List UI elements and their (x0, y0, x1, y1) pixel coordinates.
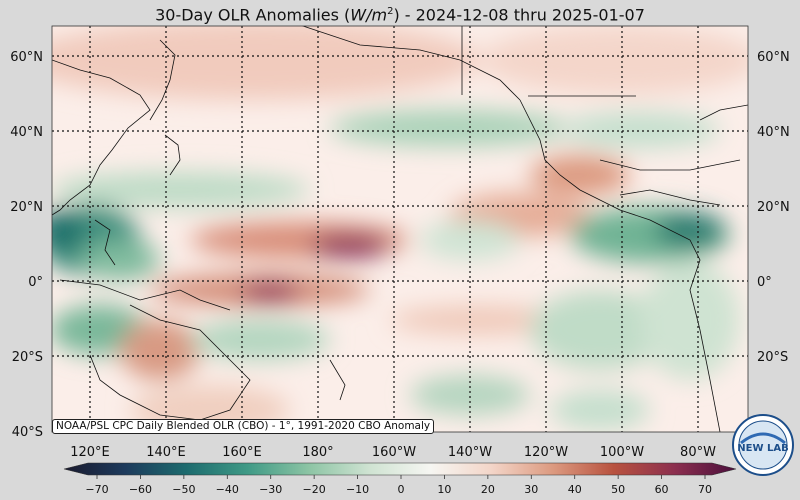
lon-label: 120°E (70, 445, 110, 460)
title-prefix: 30-Day OLR Anomalies ( (155, 5, 351, 25)
colorbar-tick-label: 70 (698, 483, 712, 496)
colorbar: −70 −60 −50 −40 −30 −20 −10 0 10 20 30 40 50 60 70 (63, 462, 737, 496)
colorbar-tick-label: −40 (216, 483, 239, 496)
colorbar-tick-label: −60 (129, 483, 152, 496)
data-source-note: NOAA/PSL CPC Daily Blended OLR (CBO) - 1… (52, 419, 435, 434)
coastlines (52, 26, 748, 432)
lon-labels: 120°E 140°E 160°E 180° 160°W 140°W 120°W 100°W 8… (70, 445, 716, 460)
lon-label: 160°W (372, 445, 416, 460)
colorbar-bar (63, 462, 737, 476)
map-title: 30-Day OLR Anomalies (W/m2) - 2024-12-08… (0, 0, 800, 24)
lat-labels-left: 60°N 40°N 20°N 0° 20°S 40°S (10, 50, 43, 440)
lon-label: 100°W (600, 445, 644, 460)
anomaly-field (52, 26, 748, 432)
lat-label-left: 40°N (10, 125, 43, 140)
title-unit: W/m (350, 5, 388, 25)
noaa-logo-icon: NEW LAB (732, 414, 794, 476)
colorbar-tick-label: −30 (259, 483, 282, 496)
colorbar-tick-label: 40 (568, 483, 582, 496)
colorbar-tick-label: 30 (524, 483, 538, 496)
colorbar-tick-label: −20 (303, 483, 326, 496)
colorbar-tick-label: −70 (85, 483, 108, 496)
colorbar-tick-label: 10 (437, 483, 451, 496)
colorbar-tick-label: −10 (346, 483, 369, 496)
lon-label: 140°E (146, 445, 186, 460)
lat-label-left: 40°S (12, 425, 43, 440)
lon-label: 120°W (524, 445, 568, 460)
colorbar-tick-label: 20 (481, 483, 495, 496)
lat-label-right: 60°N (757, 50, 790, 65)
lon-label: 80°W (680, 445, 716, 460)
lat-label-right: 20°N (757, 200, 790, 215)
colorbar-tick-label: 50 (611, 483, 625, 496)
title-unit-exponent: 2 (387, 6, 394, 17)
logo-text: NEW LAB (737, 443, 788, 454)
lon-label: 180° (302, 445, 333, 460)
lat-labels-right: 60°N40°N20°N0°20°S40°S (757, 50, 790, 440)
title-suffix: ) - 2024-12-08 thru 2025-01-07 (393, 5, 645, 25)
lat-label-right: 20°S (757, 350, 788, 365)
lat-label-left: 20°S (12, 350, 43, 365)
anomaly-blobs (52, 26, 748, 432)
lat-label-right: 40°N (757, 125, 790, 140)
colorbar-tick-label: 60 (655, 483, 669, 496)
lon-label: 140°W (448, 445, 492, 460)
colorbar-tick-label: −50 (172, 483, 195, 496)
colorbar-tick-label: 0 (398, 483, 405, 496)
lat-label-left: 0° (28, 275, 43, 290)
gridlines (52, 26, 748, 432)
lat-label-right: 0° (757, 275, 772, 290)
lat-label-left: 20°N (10, 200, 43, 215)
lon-label: 160°E (222, 445, 262, 460)
lat-label-left: 60°N (10, 50, 43, 65)
